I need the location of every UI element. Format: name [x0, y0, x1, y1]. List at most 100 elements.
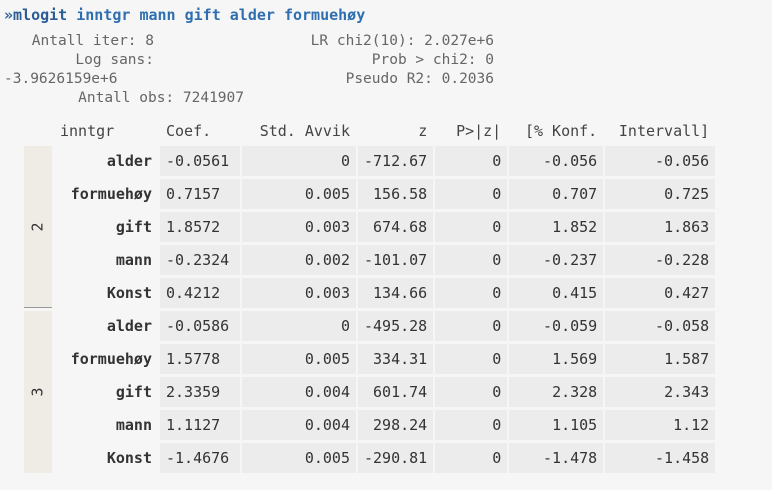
group-label: 3: [29, 387, 47, 397]
stats-left: Antall iter: 8 Log sans: -3.9626159e+6 Anta…: [4, 32, 244, 108]
cell: 601.74: [358, 377, 434, 407]
cell: 0.004: [242, 377, 356, 407]
cell: -0.056: [605, 146, 716, 176]
cell: -0.058: [605, 311, 716, 341]
cell: 0: [435, 146, 508, 176]
data-row: Konst -1.4676 0.005 -290.81 0 -1.478 -1.458: [24, 443, 716, 473]
cell: 1.852: [509, 212, 604, 242]
cell: 674.68: [358, 212, 434, 242]
row-label: alder: [106, 152, 152, 170]
cell: -0.237: [509, 245, 604, 275]
cell: 2.328: [509, 377, 604, 407]
header-cell: [24, 118, 52, 143]
data-row: formuehøy 1.5778 0.005 334.31 0 1.569 1.587: [24, 344, 716, 374]
cell: -712.67: [358, 146, 434, 176]
cell: -0.056: [509, 146, 604, 176]
header-cell: z: [418, 122, 428, 140]
row-label: alder: [106, 317, 152, 335]
data-row: 2 alder -0.0561 0 -712.67 0 -0.056 -0.056: [24, 146, 716, 308]
data-row: mann -0.2324 0.002 -101.07 0 -0.237 -0.228: [24, 245, 716, 275]
cell: 0: [242, 146, 356, 176]
group-cell: 2: [24, 146, 52, 308]
header-cell: P>|z|: [456, 122, 502, 140]
cell: 1.587: [605, 344, 716, 374]
row-label: formuehøy: [70, 350, 152, 368]
command-args: inntgr mann gift alder formuehøy: [76, 6, 366, 24]
row-label: gift: [115, 383, 152, 401]
cell: -1.4676: [160, 443, 240, 473]
data-row: gift 2.3359 0.004 601.74 0 2.328 2.343: [24, 377, 716, 407]
cell: 1.105: [509, 410, 604, 440]
cell: 0: [435, 245, 508, 275]
header-cell: [% Konf.: [524, 122, 598, 140]
cell: 298.24: [358, 410, 434, 440]
cell: -0.2324: [160, 245, 240, 275]
stat-line: Antall obs: 7241907: [78, 90, 244, 106]
cell: 0.415: [509, 278, 604, 308]
cell: 2.343: [605, 377, 716, 407]
cell: 156.58: [358, 179, 434, 209]
cell: 0.005: [242, 344, 356, 374]
cell: 0.7157: [160, 179, 240, 209]
cell: 334.31: [358, 344, 434, 374]
stat-line: Prob > chi2: 0: [371, 52, 494, 68]
cell: 1.5778: [160, 344, 240, 374]
cell: 0.004: [242, 410, 356, 440]
cell: 0: [435, 278, 508, 308]
cell: -1.458: [605, 443, 716, 473]
group-cell: 3: [24, 311, 52, 473]
header-cell: Intervall]: [618, 122, 710, 140]
row-label: Konst: [106, 449, 152, 467]
cell: 0: [435, 179, 508, 209]
command-line: »mlogit inntgr mann gift alder formuehøy: [4, 6, 365, 24]
cell: 134.66: [358, 278, 434, 308]
stats-right: LR chi2(10): 2.027e+6 Prob > chi2: 0 Pseud…: [284, 32, 504, 89]
cell: 0.005: [242, 179, 356, 209]
cell: -1.478: [509, 443, 604, 473]
row-label: Konst: [106, 284, 152, 302]
cell: 0.005: [242, 443, 356, 473]
data-row: gift 1.8572 0.003 674.68 0 1.852 1.863: [24, 212, 716, 242]
results-table: inntgr Coef. Std. Avvik z P>|z| [% Konf. Inter…: [22, 115, 717, 476]
cell: -290.81: [358, 443, 434, 473]
cell: 0.003: [242, 278, 356, 308]
data-row: Konst 0.4212 0.003 134.66 0 0.415 0.427: [24, 278, 716, 308]
cell: 0.003: [242, 212, 356, 242]
command-prefix: »mlogit: [4, 6, 68, 24]
cell: 0.725: [605, 179, 716, 209]
row-label: formuehøy: [70, 185, 152, 203]
cell: 0: [435, 311, 508, 341]
cell: 1.1127: [160, 410, 240, 440]
header-cell: Coef.: [166, 122, 212, 140]
cell: 1.863: [605, 212, 716, 242]
stat-line: Log sans:: [75, 52, 154, 68]
group-label: 2: [29, 221, 47, 232]
cell: 0.002: [242, 245, 356, 275]
data-row: formuehøy 0.7157 0.005 156.58 0 0.707 0.725: [24, 179, 716, 209]
cell: 1.8572: [160, 212, 240, 242]
stat-line: Antall iter: 8: [31, 33, 154, 49]
data-row: mann 1.1127 0.004 298.24 0 1.105 1.12: [24, 410, 716, 440]
cell: -101.07: [358, 245, 434, 275]
row-label: mann: [115, 416, 152, 434]
cell: 0.4212: [160, 278, 240, 308]
cell: -0.228: [605, 245, 716, 275]
cell: -0.0586: [160, 311, 240, 341]
cell: -495.28: [358, 311, 434, 341]
cell: 0: [435, 377, 508, 407]
row-label: gift: [115, 218, 152, 236]
header-cell: inntgr: [60, 122, 115, 140]
cell: 0: [435, 410, 508, 440]
cell: 0.427: [605, 278, 716, 308]
cell: 1.569: [509, 344, 604, 374]
cell: -0.059: [509, 311, 604, 341]
cell: 2.3359: [160, 377, 240, 407]
row-label: mann: [115, 251, 152, 269]
cell: 0: [435, 344, 508, 374]
stat-line: LR chi2(10): 2.027e+6: [310, 33, 494, 49]
cell: 0.707: [509, 179, 604, 209]
stat-line: Pseudo R2: 0.2036: [345, 71, 494, 87]
cell: 0: [242, 311, 356, 341]
cell: 0: [435, 443, 508, 473]
